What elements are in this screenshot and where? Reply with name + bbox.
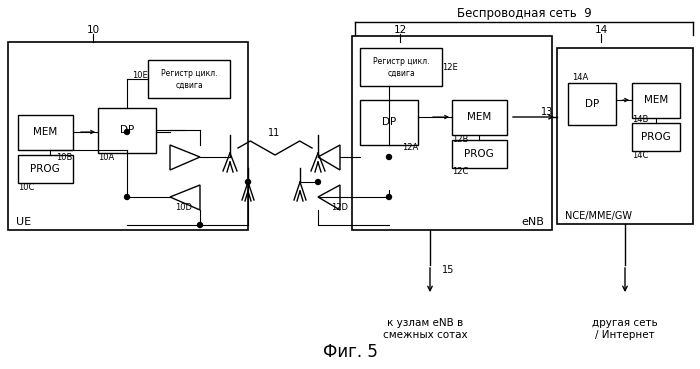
Text: 10B: 10B — [55, 152, 72, 162]
FancyBboxPatch shape — [98, 108, 156, 153]
Text: 12: 12 — [393, 25, 407, 35]
Circle shape — [197, 223, 202, 228]
Text: Беспроводная сеть  9: Беспроводная сеть 9 — [456, 7, 592, 21]
Text: MEM: MEM — [33, 127, 57, 137]
Text: 14: 14 — [594, 25, 608, 35]
Text: 12C: 12C — [452, 168, 468, 176]
Text: MEM: MEM — [467, 112, 491, 122]
Circle shape — [246, 179, 251, 184]
Text: 13: 13 — [541, 107, 553, 117]
Circle shape — [125, 130, 130, 134]
FancyBboxPatch shape — [360, 48, 442, 86]
FancyBboxPatch shape — [18, 155, 73, 183]
FancyBboxPatch shape — [360, 100, 418, 145]
Text: PROG: PROG — [464, 149, 494, 159]
Text: 14C: 14C — [632, 151, 648, 159]
FancyBboxPatch shape — [452, 140, 507, 168]
FancyBboxPatch shape — [352, 36, 552, 230]
Text: Фиг. 5: Фиг. 5 — [323, 343, 377, 361]
Text: DP: DP — [585, 99, 599, 109]
FancyBboxPatch shape — [568, 83, 616, 125]
Text: сдвига: сдвига — [387, 69, 415, 77]
Circle shape — [386, 194, 391, 200]
Text: 12B: 12B — [452, 135, 468, 145]
Text: Регистр цикл.: Регистр цикл. — [372, 58, 429, 66]
Text: к узлам eNB в
смежных сотах: к узлам eNB в смежных сотах — [383, 318, 468, 339]
Text: PROG: PROG — [30, 164, 60, 174]
Text: 12E: 12E — [442, 62, 458, 72]
FancyBboxPatch shape — [8, 42, 248, 230]
Text: UE: UE — [16, 217, 31, 227]
FancyBboxPatch shape — [18, 115, 73, 150]
Text: 11: 11 — [268, 128, 280, 138]
Text: NCE/MME/GW: NCE/MME/GW — [565, 211, 632, 221]
FancyBboxPatch shape — [452, 100, 507, 135]
Text: MEM: MEM — [644, 95, 668, 105]
FancyBboxPatch shape — [148, 60, 230, 98]
Text: 15: 15 — [442, 265, 454, 275]
FancyBboxPatch shape — [632, 83, 680, 118]
Circle shape — [316, 179, 321, 184]
FancyBboxPatch shape — [632, 123, 680, 151]
Circle shape — [125, 194, 130, 200]
FancyBboxPatch shape — [557, 48, 693, 224]
Text: сдвига: сдвига — [175, 80, 203, 90]
Text: 10D: 10D — [175, 203, 192, 213]
Text: DP: DP — [382, 117, 396, 127]
Text: 12A: 12A — [402, 144, 418, 152]
Text: другая сеть
/ Интернет: другая сеть / Интернет — [592, 318, 658, 339]
Circle shape — [386, 155, 391, 159]
Text: 12D: 12D — [331, 203, 348, 213]
Text: 14A: 14A — [572, 73, 588, 83]
Text: PROG: PROG — [641, 132, 671, 142]
Text: DP: DP — [120, 125, 134, 135]
Text: 10: 10 — [86, 25, 99, 35]
Text: 10A: 10A — [98, 152, 114, 162]
Text: 10E: 10E — [132, 72, 148, 80]
Text: 10C: 10C — [18, 183, 34, 192]
Text: Регистр цикл.: Регистр цикл. — [161, 69, 217, 79]
Text: eNB: eNB — [521, 217, 544, 227]
Text: 14B: 14B — [632, 115, 648, 124]
